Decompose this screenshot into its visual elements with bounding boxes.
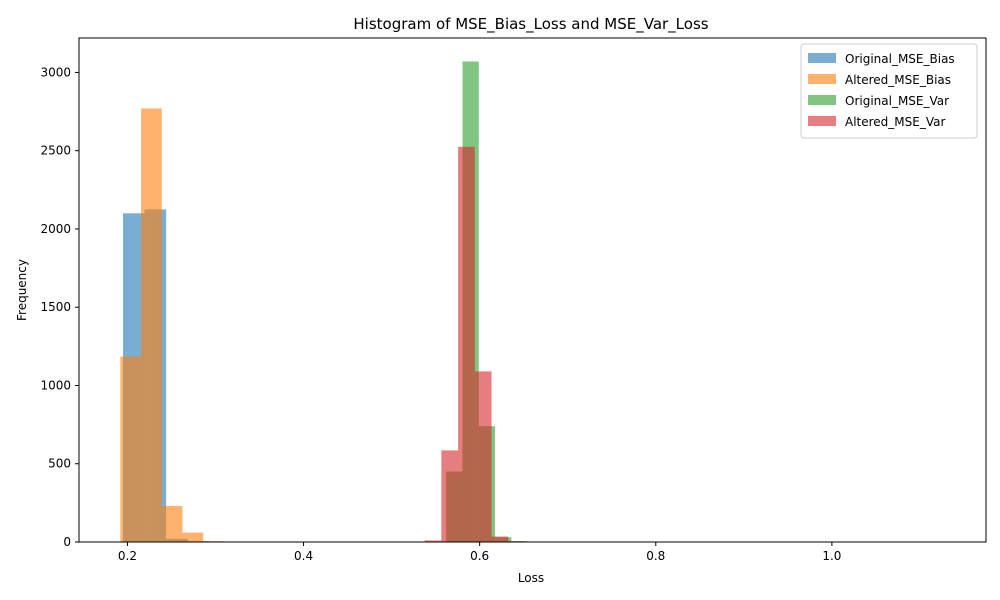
bar-Altered_MSE_Var-4 <box>491 536 509 542</box>
legend-label: Original_MSE_Bias <box>845 52 955 66</box>
y-tick-label: 0 <box>63 535 71 549</box>
legend-label: Altered_MSE_Var <box>845 115 945 129</box>
bar-Altered_MSE_Bias-0 <box>120 356 142 542</box>
legend-swatch <box>808 116 836 126</box>
bar-Altered_MSE_Var-1 <box>441 450 459 542</box>
y-tick-label: 1500 <box>40 300 71 314</box>
x-tick-label: 0.2 <box>118 549 137 563</box>
y-tick-label: 500 <box>48 457 71 471</box>
legend-label: Original_MSE_Var <box>845 94 949 108</box>
plot-frame <box>78 37 987 543</box>
bar-Altered_MSE_Bias-2 <box>161 506 183 542</box>
legend-label: Altered_MSE_Bias <box>845 73 951 87</box>
bar-Altered_MSE_Var-3 <box>474 371 492 542</box>
legend-swatch <box>808 53 836 63</box>
x-axis-ticks: 0.2 0.4 0.6 0.8 1.0 <box>118 542 841 563</box>
bar-Altered_MSE_Var-0 <box>424 540 442 542</box>
y-tick-label: 1000 <box>40 378 71 392</box>
legend: Original_MSE_Bias Altered_MSE_Bias Origina… <box>800 43 978 139</box>
x-tick-label: 0.4 <box>294 549 313 563</box>
y-tick-label: 2000 <box>40 222 71 236</box>
x-tick-label: 0.8 <box>646 549 665 563</box>
chart-title: Histogram of MSE_Bias_Loss and MSE_Var_L… <box>353 15 708 34</box>
bar-Altered_MSE_Bias-1 <box>141 108 162 543</box>
x-tick-label: 0.6 <box>470 549 489 563</box>
bar-Altered_MSE_Bias-3 <box>182 532 204 542</box>
bars-layer <box>120 61 968 543</box>
series-Altered_MSE_Var <box>424 146 877 542</box>
bar-Altered_MSE_Var-2 <box>458 146 475 542</box>
x-axis-label: Loss <box>518 571 544 585</box>
y-axis-ticks: 0 500 1000 1500 2000 2500 3000 <box>40 65 79 549</box>
y-tick-label: 3000 <box>40 65 71 79</box>
series-Altered_MSE_Bias <box>120 108 968 543</box>
x-tick-label: 1.0 <box>822 549 841 563</box>
legend-swatch <box>808 74 836 84</box>
legend-swatch <box>808 95 836 105</box>
legend-box <box>800 43 978 139</box>
y-axis-label: Frequency <box>15 259 29 321</box>
y-tick-label: 2500 <box>40 144 71 158</box>
